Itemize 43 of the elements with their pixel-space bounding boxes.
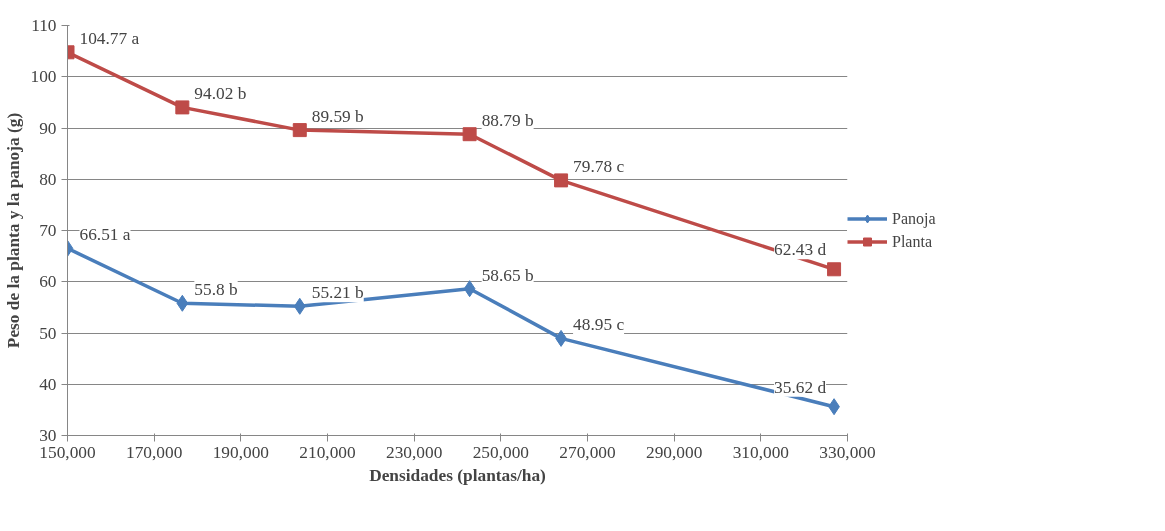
x-tick-label: 170,000 bbox=[126, 442, 183, 462]
x-tick-label: 150,000 bbox=[39, 442, 96, 462]
point bbox=[463, 280, 476, 298]
data-label: 35.62 d bbox=[774, 377, 827, 397]
data-label: 79.78 c bbox=[573, 157, 625, 177]
y-tick-label: 50 bbox=[39, 323, 57, 343]
point bbox=[554, 173, 569, 188]
y-tick-label: 90 bbox=[39, 118, 57, 138]
x-tick-label: 330,000 bbox=[819, 442, 876, 462]
y-tick-label: 40 bbox=[39, 374, 57, 394]
y-tick-label: 110 bbox=[31, 16, 57, 35]
data-label: 88.79 b bbox=[481, 111, 534, 131]
legend-label: Planta bbox=[892, 232, 932, 251]
data-label: 94.02 b bbox=[194, 84, 247, 104]
x-tick-label: 190,000 bbox=[212, 442, 269, 462]
point bbox=[176, 294, 189, 312]
x-tick-label: 290,000 bbox=[646, 442, 703, 462]
y-tick-label: 80 bbox=[39, 169, 57, 189]
y-tick-label: 60 bbox=[39, 272, 57, 292]
data-label: 55.8 b bbox=[194, 280, 238, 300]
y-tick-label: 70 bbox=[39, 221, 57, 240]
y-axis-title: Peso de la planta y la panoja (g) bbox=[3, 112, 23, 349]
data-label: 62.43 d bbox=[774, 240, 827, 260]
x-axis-title: Densidades (plantas/ha) bbox=[369, 465, 547, 485]
data-label: 55.21 b bbox=[311, 283, 364, 303]
point bbox=[293, 297, 306, 315]
x-tick-label: 270,000 bbox=[559, 442, 616, 462]
data-label: 58.65 b bbox=[481, 265, 534, 285]
point bbox=[292, 123, 307, 138]
x-tick-label: 250,000 bbox=[472, 442, 529, 462]
x-tick-label: 310,000 bbox=[732, 442, 789, 462]
data-label: 66.51 a bbox=[79, 225, 131, 245]
legend-label: Panoja bbox=[892, 209, 936, 228]
point bbox=[827, 262, 842, 277]
y-tick-label: 30 bbox=[39, 426, 57, 445]
point bbox=[175, 100, 190, 115]
data-label: 89.59 b bbox=[311, 107, 364, 127]
data-label: 48.95 c bbox=[573, 315, 625, 335]
x-tick-label: 210,000 bbox=[299, 442, 356, 462]
data-label: 104.77 a bbox=[79, 29, 140, 49]
point bbox=[462, 127, 477, 142]
x-tick-label: 230,000 bbox=[386, 442, 443, 462]
y-tick-label: 100 bbox=[30, 67, 57, 87]
